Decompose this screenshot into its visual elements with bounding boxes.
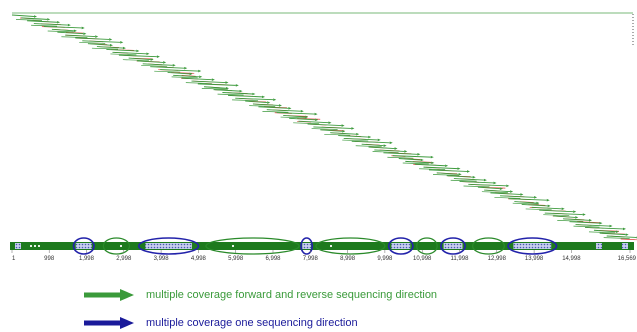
read-55 — [428, 169, 471, 176]
green-arrow-icon — [84, 289, 134, 301]
tick-label-16: 14,998 — [562, 256, 581, 262]
tick-label-8: 6,998 — [265, 256, 281, 262]
read-19 — [150, 66, 188, 73]
read-77 — [599, 232, 630, 239]
tick-label-14: 12,998 — [488, 256, 507, 262]
tick-label-15: 13,998 — [525, 256, 544, 262]
read-27 — [213, 89, 248, 96]
tick-label-11: 9,998 — [377, 256, 393, 262]
read-1 — [11, 14, 43, 21]
coverage-region-8 — [416, 237, 438, 255]
read-59 — [459, 181, 497, 188]
read-31 — [245, 100, 276, 107]
end-marker-mid — [596, 243, 602, 249]
coverage-region-7 — [387, 237, 414, 255]
tick-label-5: 3,998 — [154, 256, 170, 262]
coverage-region-6 — [315, 237, 386, 255]
read-23 — [181, 77, 215, 84]
read-71 — [553, 215, 585, 222]
coverage-region-9 — [440, 237, 466, 255]
read-alignments — [11, 14, 637, 241]
bar-mark-6 — [330, 245, 332, 247]
tick-label-17: 16,569 — [618, 256, 637, 262]
read-15 — [118, 54, 160, 61]
read-5 — [43, 26, 85, 33]
tick-label-7: 5,998 — [228, 256, 244, 262]
end-marker-left — [15, 243, 21, 249]
legend-item-multi: multiple coverage forward and reverse se… — [84, 287, 437, 303]
bar-mark-3 — [38, 245, 40, 247]
tick-label-1: 1 — [12, 256, 16, 262]
coverage-regions — [72, 237, 558, 255]
read-47 — [368, 146, 400, 153]
read-25 — [197, 83, 239, 90]
legend-label-multi: multiple coverage forward and reverse se… — [146, 289, 438, 301]
bar-mark-2 — [34, 245, 36, 247]
tick-label-9: 7,998 — [303, 256, 319, 262]
read-75 — [584, 226, 626, 234]
legend-item-single: multiple coverage one sequencing directi… — [84, 315, 358, 331]
tick-label-6: 4,998 — [191, 256, 207, 262]
legend-label-single: multiple coverage one sequencing directi… — [146, 317, 358, 329]
read-39 — [307, 123, 345, 130]
read-11 — [87, 43, 119, 50]
coverage-region-5 — [300, 237, 314, 255]
read-3 — [27, 20, 62, 27]
coverage-region-10 — [471, 237, 505, 255]
genome-bar — [10, 242, 634, 250]
end-marker-right — [622, 243, 628, 249]
tick-label-12: 10,998 — [413, 256, 432, 262]
tick-label-10: 8,998 — [340, 256, 356, 262]
bar-mark-1 — [30, 245, 32, 247]
read-43 — [338, 135, 372, 142]
coverage-region-4 — [205, 237, 300, 255]
coverage-region-3 — [137, 237, 200, 255]
read-41 — [320, 129, 351, 136]
genome-bar-body — [10, 242, 634, 250]
read-17 — [137, 60, 168, 67]
coverage-region-2 — [102, 237, 131, 255]
read-49 — [383, 152, 421, 159]
read-45 — [351, 140, 393, 148]
read-29 — [228, 94, 266, 102]
read-53 — [415, 163, 449, 170]
read-63 — [490, 192, 525, 199]
coverage-region-11 — [507, 237, 558, 255]
bar-mark-4 — [120, 245, 122, 247]
tick-label-3: 1,998 — [79, 256, 95, 262]
frame — [12, 12, 634, 46]
tick-label-2: 998 — [44, 256, 55, 262]
read-9 — [75, 37, 113, 44]
bar-mark-5 — [232, 245, 234, 247]
coverage-region-1 — [72, 237, 95, 255]
read-13 — [106, 48, 140, 56]
tick-label-13: 11,998 — [451, 256, 470, 262]
blue-arrow-icon — [84, 317, 134, 329]
read-57 — [446, 175, 477, 182]
axis-ticks: 1 998 1,998 2,998 3,998 4,998 5,998 6,998 7,998 8… — [11, 250, 637, 262]
tick-label-4: 2,998 — [116, 256, 132, 262]
